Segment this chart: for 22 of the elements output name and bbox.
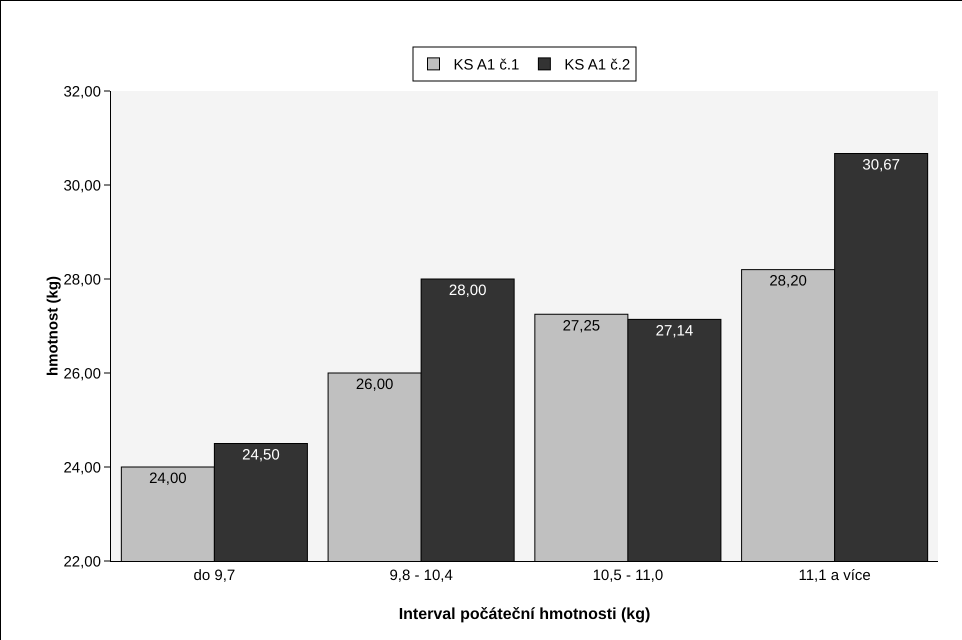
x-tick-label: do 9,7 [194, 567, 236, 584]
y-tick-label: 22,00 [63, 553, 101, 570]
data-label: 28,00 [448, 282, 486, 299]
y-tick-label: 30,00 [63, 177, 101, 194]
data-label: 27,14 [656, 322, 694, 340]
legend-label: KS A1 č.1 [454, 56, 520, 74]
y-tick-label: 26,00 [63, 365, 101, 382]
data-label: 24,50 [242, 446, 280, 464]
y-axis-title: hmotnost (kg) [44, 276, 62, 376]
y-tick-label: 32,00 [63, 83, 101, 100]
legend-label: KS A1 č.2 [564, 56, 630, 74]
data-label: 26,00 [356, 376, 394, 393]
data-label: 30,67 [862, 156, 900, 174]
data-label: 28,20 [769, 272, 807, 290]
x-tick-label: 11,1 a více [798, 567, 871, 584]
y-tick-label: 24,00 [63, 459, 101, 476]
y-tick-label: 28,00 [63, 271, 101, 288]
x-tick-label: 10,5 - 11,0 [592, 567, 664, 584]
data-label: 24,00 [149, 470, 187, 487]
data-label: 27,25 [562, 317, 600, 334]
x-axis-title: Interval počáteční hmotnosti (kg) [398, 606, 650, 623]
x-tick-label: 9,8 - 10,4 [389, 567, 453, 584]
